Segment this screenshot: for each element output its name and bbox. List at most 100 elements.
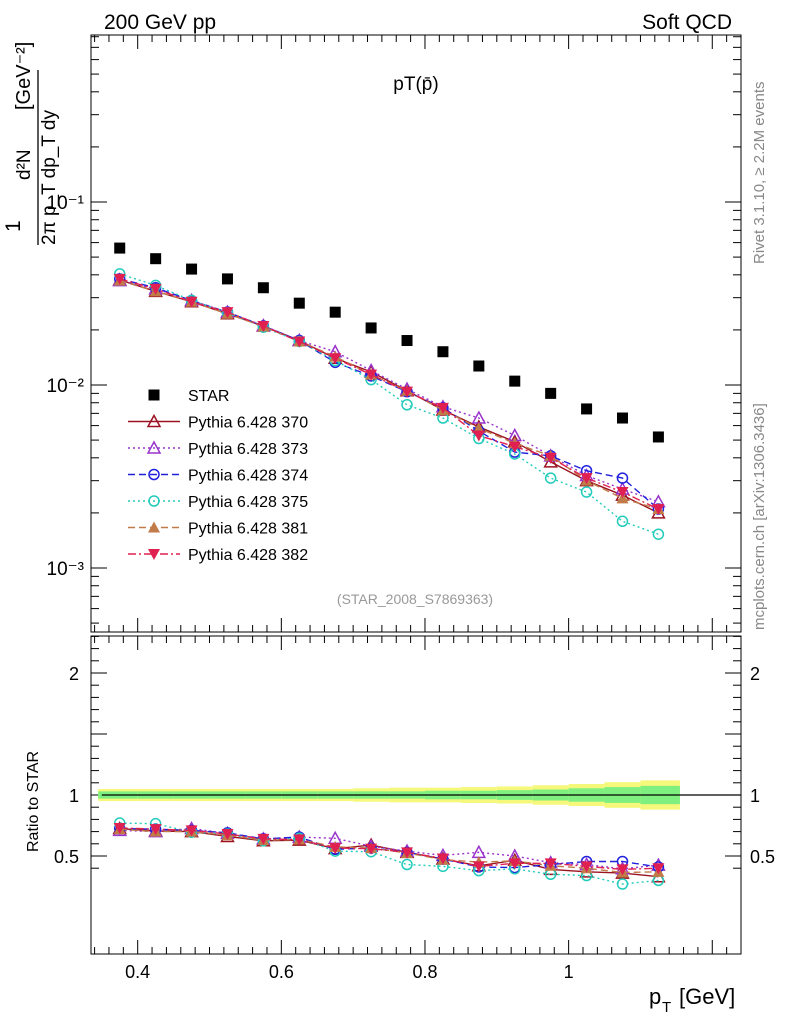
data-point [652,431,664,443]
ratio-y-tick-label-left: 2 [69,664,79,684]
data-point [148,521,160,533]
data-point [508,441,521,453]
ratio-series-line [119,827,659,871]
data-point [472,430,485,442]
data-point [146,440,162,454]
main-y-axis-label: 1 d²N 2π p_T dp_T dy [GeV⁻²] [2,42,60,245]
data-point [616,878,629,890]
x-label-p: p [649,984,661,1009]
data-point [472,861,485,873]
axis-ticks [91,35,742,954]
legend-entry: Pythia 6.428 370 [128,413,308,432]
data-point [148,495,160,507]
ratio-series-6 [113,822,665,876]
data-point [185,825,198,837]
series-line [119,278,659,510]
ratio-y-tick-label-left: 0.5 [54,847,79,867]
legend: STAR Pythia 6.428 370 Pythia 6.428 373 Pyth… [128,388,308,564]
data-point [113,273,126,285]
main-y-tick-label: 10⁻¹ [47,193,85,214]
x-tick-label: 0.4 [125,962,150,982]
x-tick-label: 1 [564,962,574,982]
tick-labels: 0.4 0.6 0.8 1 10⁻¹ 10⁻² 10⁻³ 0.5 0.5 1 1 2 2 [47,193,776,982]
legend-label: Pythia 6.428 382 [188,547,308,564]
data-point [257,282,269,294]
data-point [544,472,557,484]
y-label-unit: [GeV⁻²] [13,42,35,110]
ratio-y-tick-label-left: 1 [69,786,79,806]
data-point [150,253,162,265]
data-point [221,829,234,841]
legend-label: Pythia 6.428 373 [188,441,308,458]
data-point [221,273,233,285]
data-point [616,472,629,484]
data-point [148,468,160,481]
ratio-y-tick-label-right: 0.5 [750,847,775,867]
main-panel-frame [90,34,742,633]
data-point [148,389,160,401]
data-point [329,353,342,365]
data-point [401,847,414,859]
legend-entry: Pythia 6.428 382 [128,547,308,564]
main-series-layer [112,242,666,540]
y-label-fraction-numerator: d²N [14,149,35,180]
side-label-mcplots: mcplots.cern.ch [arXiv:1306.3436] [751,403,768,630]
x-label-unit: [GeV] [679,984,735,1009]
series-star [114,242,664,443]
y-label-one: 1 [2,220,25,232]
data-point [544,452,557,464]
ratio-y-tick-label-right: 2 [750,664,760,684]
side-label-rivet: Rivet 3.1.10, ≥ 2.2M events [751,82,768,265]
data-point [436,853,449,865]
data-point [509,375,521,387]
ratio-series-line [119,827,659,878]
analysis-annotation: (STAR_2008_S7869363) [337,591,493,607]
data-point [257,833,270,845]
data-point [365,843,378,855]
ratio-series-line [119,828,659,874]
x-label-sub: T [662,999,671,1016]
data-point [149,283,162,295]
data-point [580,473,593,485]
ratio-series-line [119,827,659,869]
data-point [652,528,665,540]
data-point [616,487,629,499]
data-point [580,861,593,873]
data-point [652,504,665,516]
main-plot-title: pT(p̄) [393,74,438,95]
main-y-tick-label: 10⁻³ [47,559,85,580]
legend-label: Pythia 6.428 370 [188,415,308,432]
data-point [544,858,557,870]
x-tick-label: 0.6 [269,962,294,982]
header-left-label: 200 GeV pp [104,11,216,34]
data-point [186,263,198,275]
data-point [365,322,377,334]
legend-entry: Pythia 6.428 375 [128,494,308,511]
data-point [401,335,413,347]
series-pythia-6 [113,273,665,516]
data-point [293,834,306,846]
data-point [616,412,628,424]
data-point [293,336,306,348]
ratio-y-axis-label: Ratio to STAR [25,751,42,852]
data-point [652,863,665,875]
data-point [114,242,126,254]
data-point [293,297,305,309]
legend-entry: STAR [148,388,229,405]
data-point [581,403,593,415]
data-point [113,822,126,834]
legend-label: STAR [188,388,229,405]
x-axis-label: p T [GeV] [649,984,735,1016]
legend-label: Pythia 6.428 375 [188,494,308,511]
main-y-tick-label: 10⁻² [47,376,85,397]
y-label-fraction-denominator: 2π p_T dp_T dy [39,110,60,245]
data-point [616,515,629,528]
data-point [545,387,557,399]
data-point [473,360,485,372]
data-point [148,549,160,560]
legend-entry: Pythia 6.428 374 [128,468,308,485]
data-point [146,413,162,428]
data-point [616,864,629,876]
legend-entry: Pythia 6.428 381 [128,521,308,538]
